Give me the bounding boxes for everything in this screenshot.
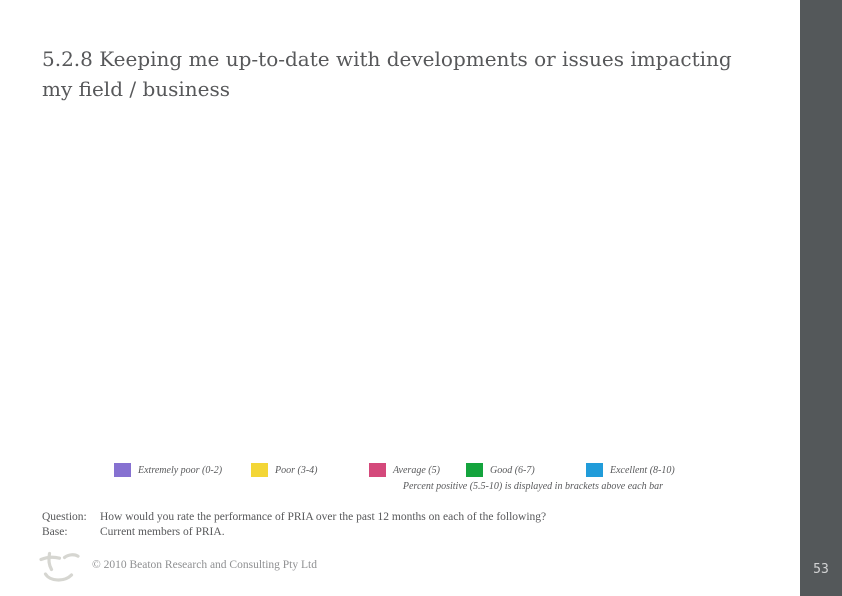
right-sidebar: 53 xyxy=(800,0,842,596)
page-title: 5.2.8 Keeping me up-to-date with develop… xyxy=(42,44,762,104)
legend-item-extremely-poor: Extremely poor (0-2) xyxy=(114,463,222,477)
legend-note: Percent positive (5.5-10) is displayed i… xyxy=(402,481,663,492)
legend-item-label: Poor (3-4) xyxy=(275,464,318,476)
legend-item-label: Average (5) xyxy=(393,464,440,476)
base-label: Base: xyxy=(42,526,68,538)
copyright-text: © 2010 Beaton Research and Consulting Pt… xyxy=(92,559,317,571)
legend-item-good: Good (6-7) xyxy=(466,463,535,477)
question-text: How would you rate the performance of PR… xyxy=(100,511,547,523)
page-number: 53 xyxy=(813,562,829,577)
legend-swatch-average xyxy=(369,463,386,477)
base-row: Base: Current members of PRIA. xyxy=(42,525,546,540)
legend-swatch-good xyxy=(466,463,483,477)
legend-item-label: Extremely poor (0-2) xyxy=(138,464,223,476)
legend-swatch-poor xyxy=(251,463,268,477)
legend-item-average: Average (5) xyxy=(369,463,440,477)
legend-swatch-excellent xyxy=(586,463,603,477)
base-text: Current members of PRIA. xyxy=(100,526,225,538)
question-base-block: Question: How would you rate the perform… xyxy=(42,510,546,540)
page-title-line-2: my field / business xyxy=(42,77,231,101)
page-title-line-1: 5.2.8 Keeping me up-to-date with develop… xyxy=(42,47,732,71)
legend-swatch-extremely-poor xyxy=(114,463,131,477)
question-row: Question: How would you rate the perform… xyxy=(42,510,546,525)
beaton-logo-icon xyxy=(38,550,80,591)
question-label: Question: xyxy=(42,511,87,523)
legend-item-excellent: Excellent (8-10) xyxy=(586,463,675,477)
legend-item-label: Good (6-7) xyxy=(490,464,535,476)
legend-item-label: Excellent (8-10) xyxy=(610,464,675,476)
legend-item-poor: Poor (3-4) xyxy=(251,463,318,477)
